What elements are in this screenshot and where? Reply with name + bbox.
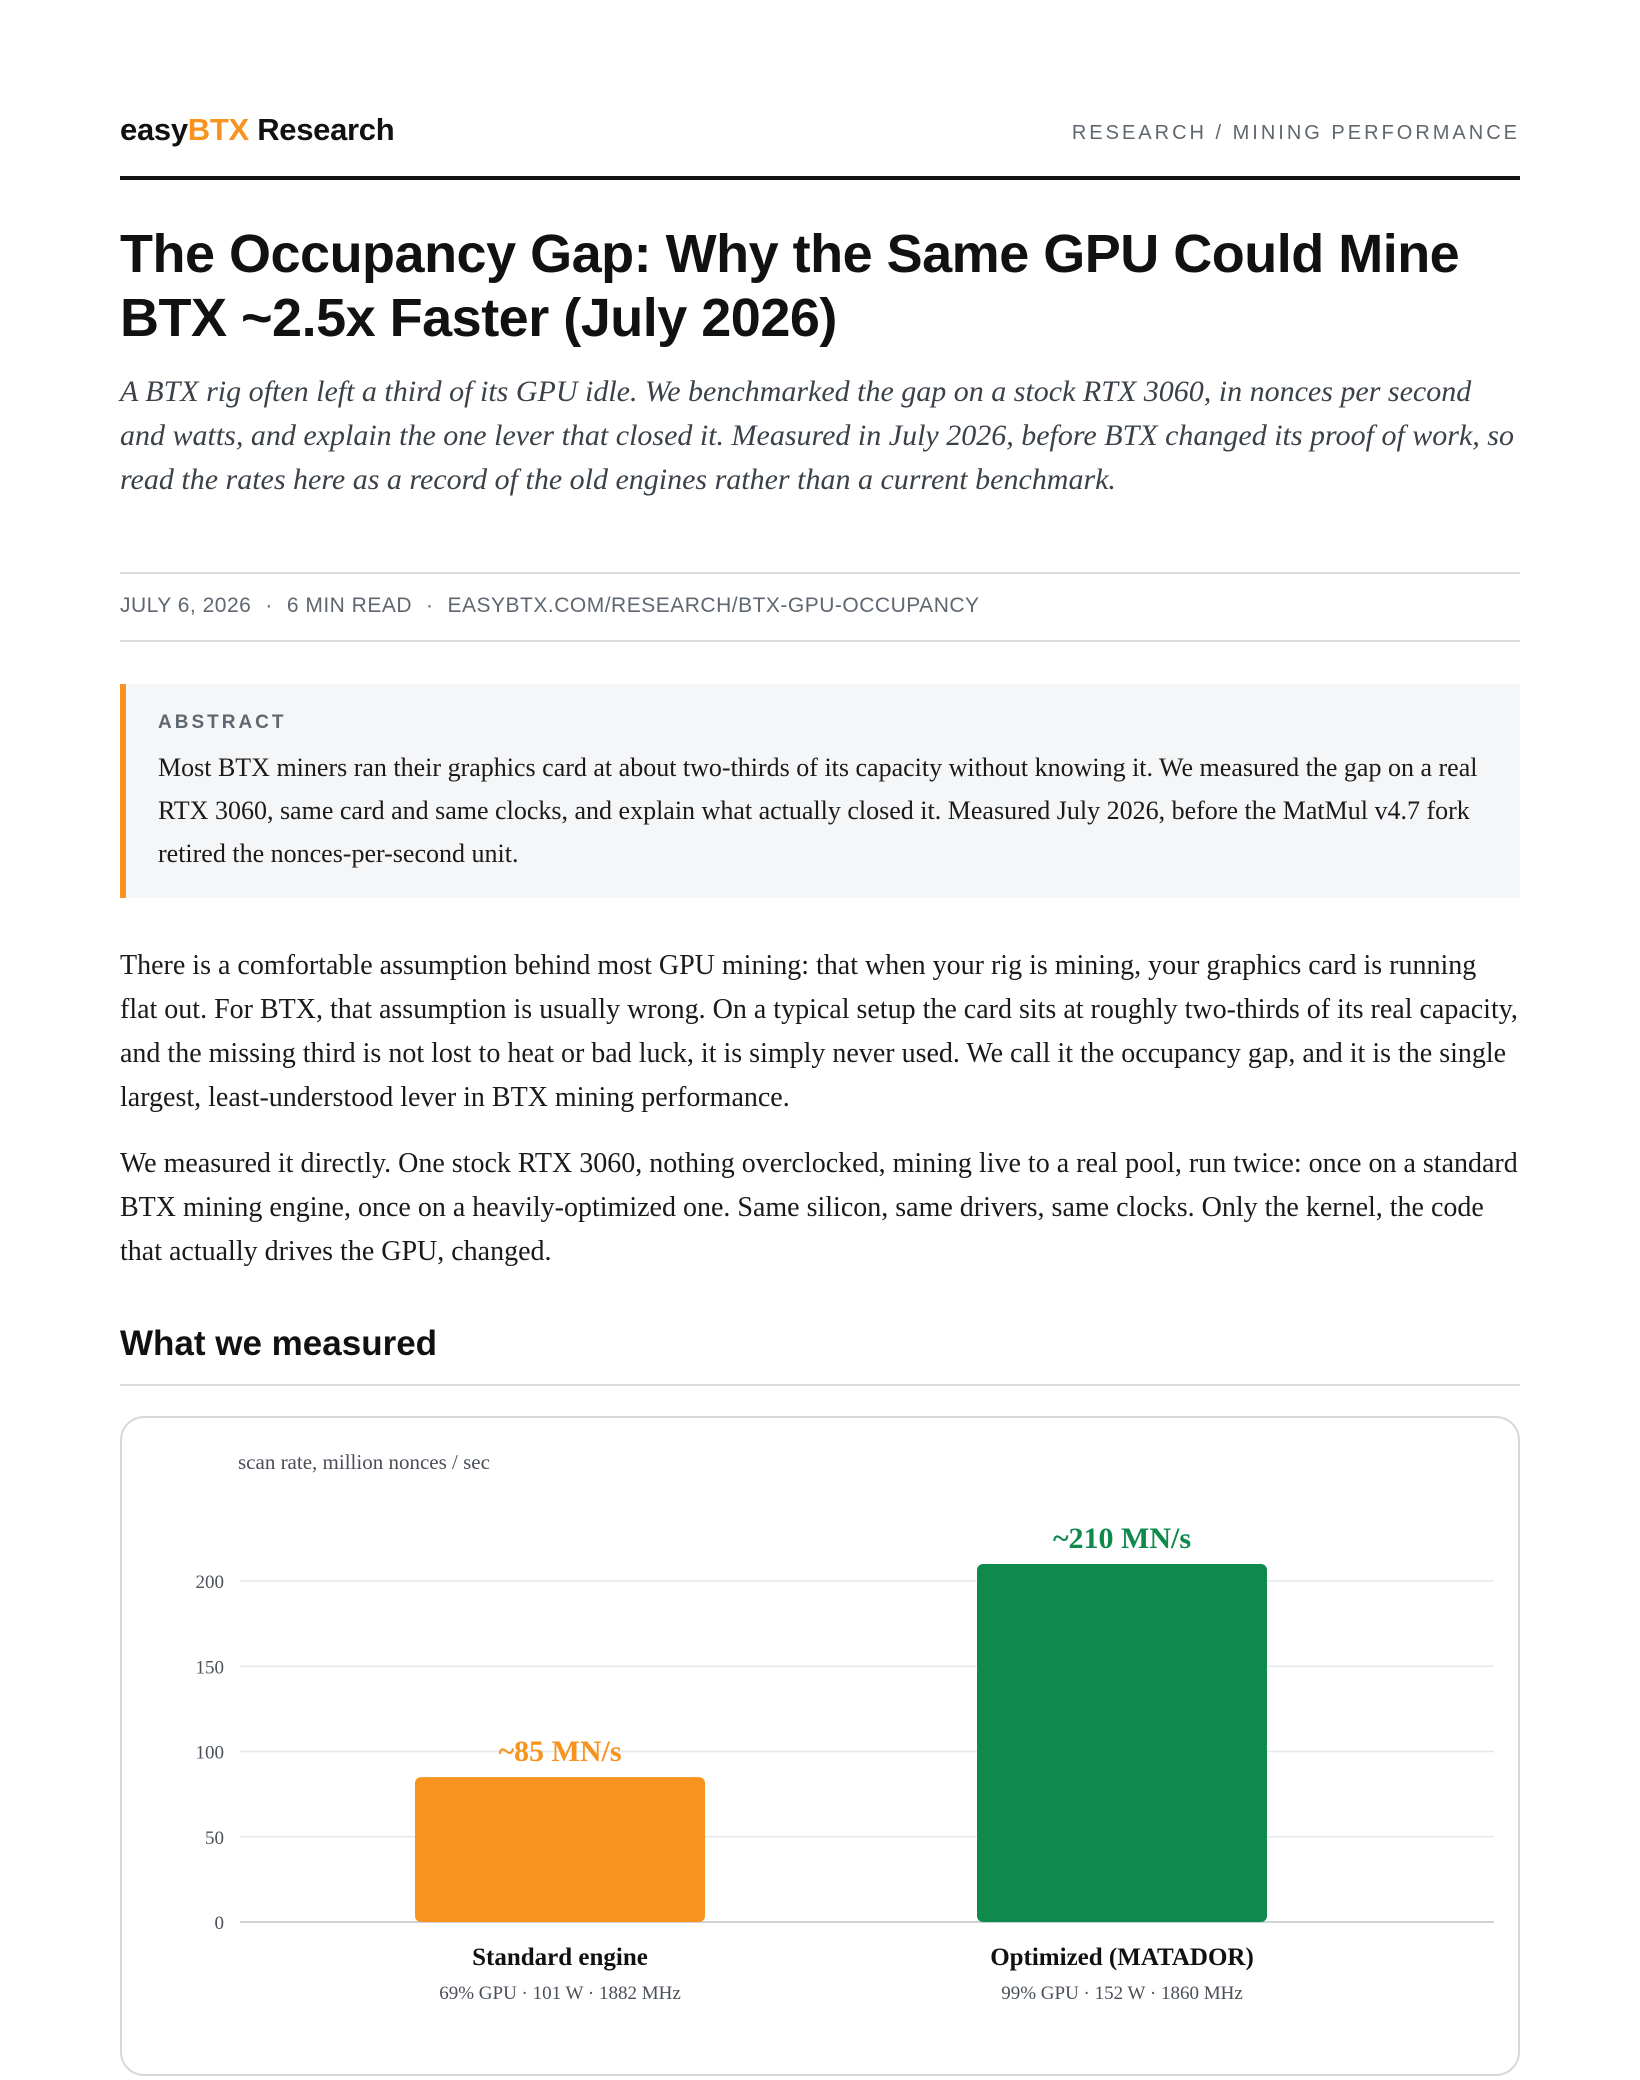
meta-separator: · (265, 594, 273, 617)
y-tick-label: 150 (196, 1657, 225, 1678)
category-label: Optimized (MATADOR) (990, 1944, 1254, 1971)
brand-prefix: easy (120, 112, 188, 147)
article-title: The Occupancy Gap: Why the Same GPU Coul… (120, 224, 1460, 348)
bar-value-label: ~85 MN/s (498, 1735, 621, 1768)
body-paragraph-2: We measured it directly. One stock RTX 3… (120, 1148, 1518, 1267)
article-url[interactable]: EASYBTX.COM/RESEARCH/BTX-GPU-OCCUPANCY (447, 594, 980, 617)
chart-svg: 0 50 100 150 200 ~85 MN/s Standard engine 69% G… (196, 1522, 1494, 2004)
article-meta: JULY 6, 2026 · 6 MIN READ · EASYBTX.COM/RESE… (120, 572, 1520, 642)
meta-separator: · (426, 594, 434, 617)
y-tick-label: 50 (205, 1828, 224, 1849)
publish-date: JULY 6, 2026 (120, 594, 252, 617)
brand-logo[interactable]: easyBTX Research (120, 112, 395, 148)
section-breadcrumb[interactable]: RESEARCH / MINING PERFORMANCE (1071, 122, 1520, 144)
scan-rate-chart: scan rate, million nonces / sec 0 50 100 15… (120, 1416, 1520, 2076)
y-tick-label: 0 (215, 1913, 225, 1934)
bar-1 (415, 1777, 705, 1922)
body-paragraph-1: There is a comfortable assumption behind… (120, 950, 1518, 1113)
abstract-text: Most BTX miners ran their graphics card … (158, 753, 1478, 868)
abstract-box: ABSTRACT Most BTX miners ran their graph… (120, 684, 1520, 898)
y-tick-label: 100 (196, 1743, 225, 1764)
site-header: easyBTX Research RESEARCH / MINING PERFO… (120, 112, 1520, 180)
bar-2 (977, 1563, 1267, 1922)
section-heading: What we measured (120, 1322, 1520, 1386)
brand-suffix: Research (248, 112, 395, 147)
article-subtitle: A BTX rig often left a third of its GPU … (120, 375, 1514, 496)
abstract-label: ABSTRACT (158, 712, 287, 733)
category-sublabel: 69% GPU · 101 W · 1882 MHz (439, 1983, 681, 2004)
category-sublabel: 99% GPU · 152 W · 1860 MHz (1001, 1983, 1243, 2004)
y-tick-label: 200 (196, 1572, 225, 1593)
read-time: 6 MIN READ (286, 594, 413, 617)
brand-accent: BTX (187, 112, 249, 147)
category-label: Standard engine (472, 1944, 648, 1971)
bar-value-label: ~210 MN/s (1053, 1522, 1191, 1555)
y-axis-label: scan rate, million nonces / sec (238, 1450, 490, 1474)
